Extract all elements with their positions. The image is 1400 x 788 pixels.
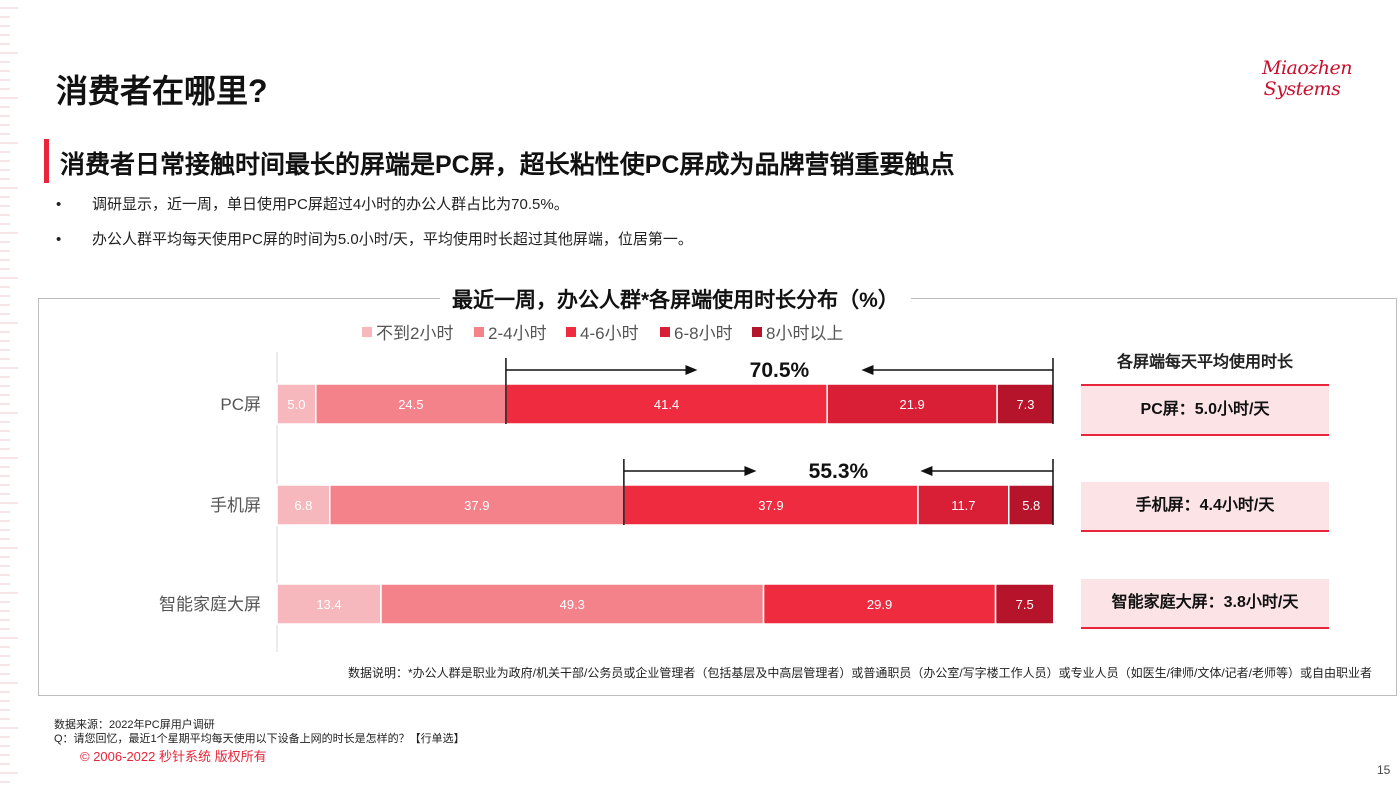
legend-label: 不到2小时 xyxy=(376,324,453,343)
category-label: PC屏 xyxy=(220,395,261,414)
bar-value-label: 21.9 xyxy=(899,397,924,412)
bar-value-label: 41.4 xyxy=(654,397,679,412)
bullet-text: 办公人群平均每天使用PC屏的时间为5.0小时/天，平均使用时长超过其他屏端，位居… xyxy=(92,231,693,248)
side-item-mobile: 手机屏：4.4小时/天 xyxy=(1081,482,1329,532)
legend-swatch xyxy=(752,327,762,337)
legend-swatch xyxy=(362,327,372,337)
bar-segment xyxy=(276,583,382,625)
annotation-arrowhead-right xyxy=(744,466,757,476)
legend-swatch xyxy=(660,327,670,337)
legend-label: 4-6小时 xyxy=(580,324,639,343)
bar-value-label: 29.9 xyxy=(867,597,892,612)
bar-value-label: 37.9 xyxy=(464,498,489,513)
data-source: 数据来源：2022年PC屏用户调研 xyxy=(54,719,215,731)
page-number: 15 xyxy=(1377,763,1391,777)
side-panel-header: 各屏端每天平均使用时长 xyxy=(1081,342,1329,386)
bar-segment xyxy=(276,484,331,526)
subtitle: 消费者日常接触时间最长的屏端是PC屏，超长粘性使PC屏成为品牌营销重要触点 xyxy=(60,151,955,179)
bullet-marker: • xyxy=(56,196,62,213)
side-ruler-decoration xyxy=(0,7,18,783)
category-label: 手机屏 xyxy=(210,496,261,515)
logo-line-1: Miaozhen xyxy=(1262,57,1353,79)
bullet-marker: • xyxy=(56,231,62,248)
bar-value-label: 37.9 xyxy=(758,498,783,513)
side-item-smart-tv: 智能家庭大屏：3.8小时/天 xyxy=(1081,579,1329,629)
bullet-list: • 调研显示，近一周，单日使用PC屏超过4小时的办公人群占比为70.5%。 • … xyxy=(56,193,693,263)
bar-value-label: 5.0 xyxy=(287,397,305,412)
bar-value-label: 11.7 xyxy=(951,498,975,513)
bar-value-label: 6.8 xyxy=(294,498,312,513)
miaozhen-logo: Miaozhen Systems xyxy=(1262,57,1353,100)
bar-segment xyxy=(994,583,1055,625)
bar-value-label: 49.3 xyxy=(560,597,585,612)
annotation-arrowhead-left xyxy=(920,466,933,476)
bar-segment xyxy=(315,383,507,425)
bar-segment xyxy=(505,383,828,425)
bar-segment xyxy=(996,383,1055,425)
bar-value-label: 7.5 xyxy=(1016,597,1034,612)
annotation-percent-label: 55.3% xyxy=(809,460,869,483)
survey-question: Q：请您回忆，最近1个星期平均每天使用以下设备上网的时长是怎样的？【行单选】 xyxy=(54,733,465,745)
logo-line-2: Systems xyxy=(1263,78,1341,100)
data-note: 数据说明：*办公人群是职业为政府/机关干部/公务员或企业管理者（包括基层及中高层… xyxy=(348,666,1373,680)
annotation-arrowhead-right xyxy=(685,365,698,375)
bullet-item: • 调研显示，近一周，单日使用PC屏超过4小时的办公人群占比为70.5%。 xyxy=(56,193,693,228)
page-title: 消费者在哪里? xyxy=(56,73,268,109)
bar-value-label: 24.5 xyxy=(398,397,423,412)
bar-segment xyxy=(762,583,997,625)
bar-value-label: 13.4 xyxy=(316,597,341,612)
bar-segment xyxy=(276,383,317,425)
annotation-arrowhead-left xyxy=(861,365,874,375)
bar-value-label: 5.8 xyxy=(1022,498,1040,513)
subtitle-accent-bar xyxy=(44,139,49,183)
bullet-item: • 办公人群平均每天使用PC屏的时间为5.0小时/天，平均使用时长超过其他屏端，… xyxy=(56,228,693,263)
legend-label: 8小时以上 xyxy=(766,324,843,343)
bar-segment xyxy=(917,484,1010,526)
category-label: 智能家庭大屏 xyxy=(159,595,261,614)
side-item-pc: PC屏：5.0小时/天 xyxy=(1081,386,1329,436)
annotation-percent-label: 70.5% xyxy=(750,359,810,382)
copyright: © 2006-2022 秒针系统 版权所有 xyxy=(80,749,267,764)
legend-swatch xyxy=(566,327,576,337)
bar-segment xyxy=(1008,484,1055,526)
bar-segment xyxy=(826,383,998,425)
legend-swatch xyxy=(474,327,484,337)
legend-label: 2-4小时 xyxy=(488,324,547,343)
chart-title: 最近一周，办公人群*各屏端使用时长分布（%） xyxy=(440,284,911,314)
bar-segment xyxy=(329,484,625,526)
legend-label: 6-8小时 xyxy=(674,324,733,343)
bar-value-label: 7.3 xyxy=(1016,397,1034,412)
bullet-text: 调研显示，近一周，单日使用PC屏超过4小时的办公人群占比为70.5%。 xyxy=(92,196,569,213)
